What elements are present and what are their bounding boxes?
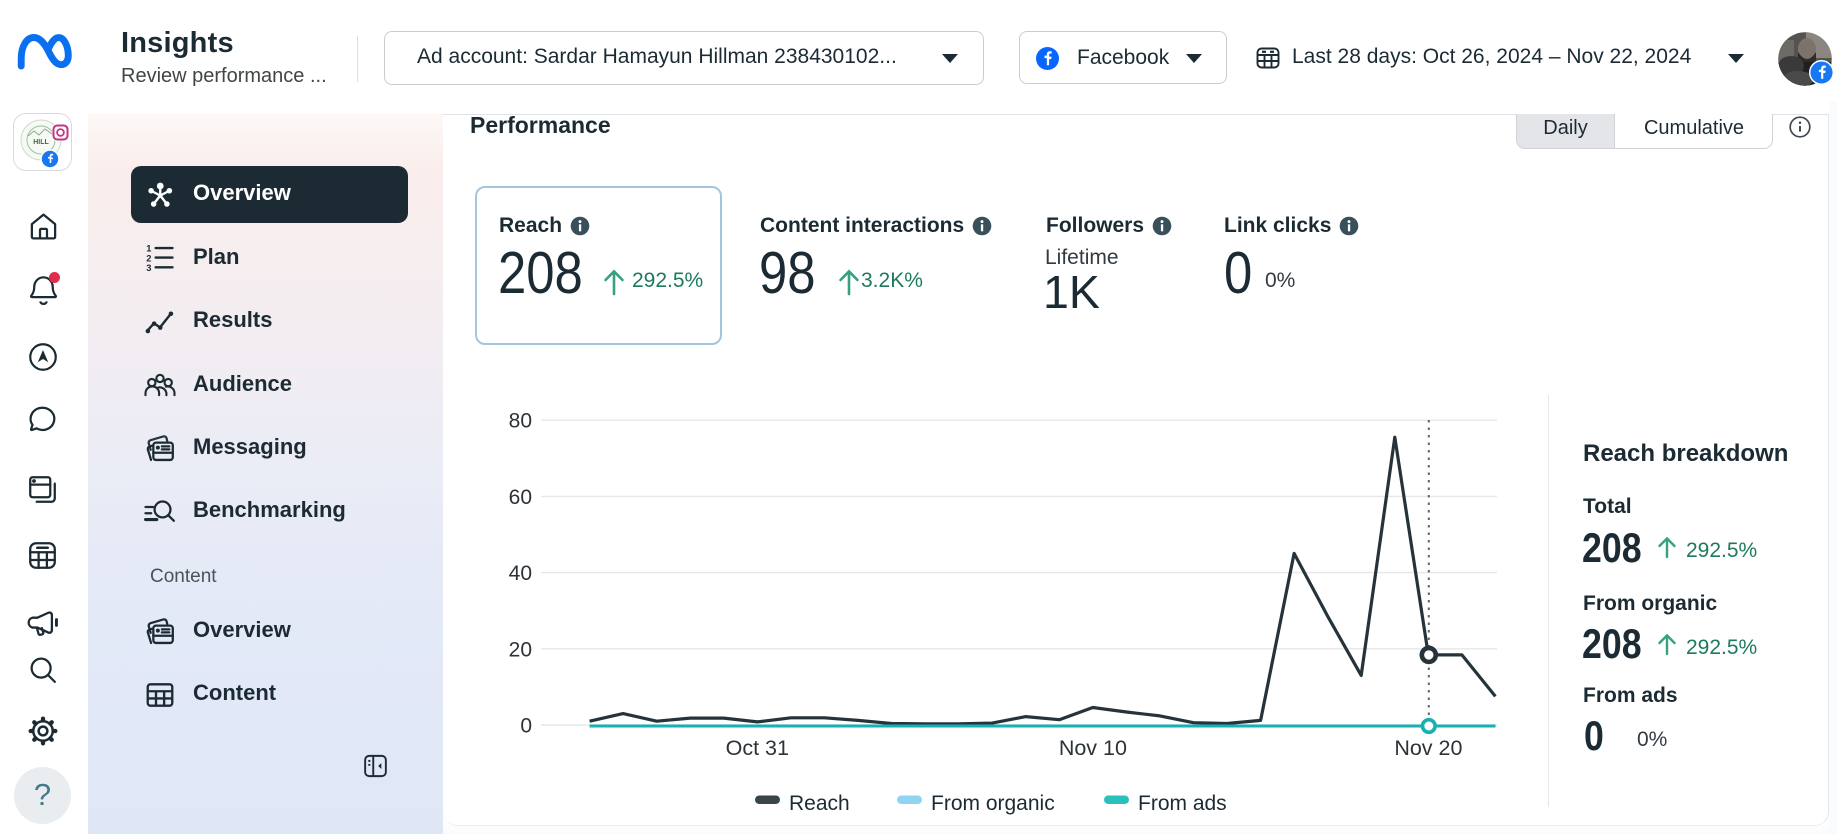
svg-text:1: 1 (146, 244, 151, 254)
svg-text:20: 20 (509, 638, 532, 661)
svg-text:From organic: From organic (931, 792, 1055, 815)
svg-text:Reach: Reach (789, 792, 850, 815)
svg-text:40: 40 (509, 562, 532, 585)
svg-text:0: 0 (520, 715, 532, 738)
svg-text:HILL: HILL (33, 139, 49, 146)
svg-text:Nov 20: Nov 20 (1394, 736, 1462, 760)
svg-text:3: 3 (146, 263, 151, 272)
svg-text:Nov 10: Nov 10 (1059, 736, 1127, 760)
svg-text:80: 80 (509, 410, 532, 433)
svg-text:From ads: From ads (1138, 792, 1227, 815)
svg-text:60: 60 (509, 486, 532, 509)
svg-text:Oct 31: Oct 31 (726, 736, 789, 760)
svg-text:2: 2 (146, 253, 151, 263)
